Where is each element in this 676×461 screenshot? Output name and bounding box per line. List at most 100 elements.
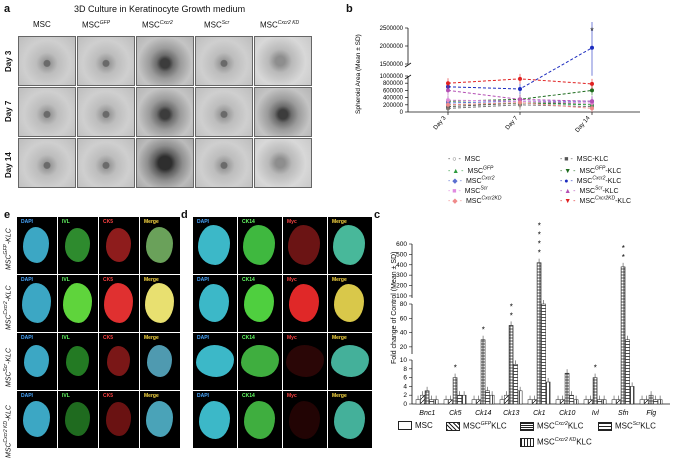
c-y-tick-label: 60	[400, 315, 408, 322]
bar	[513, 364, 518, 405]
bar	[541, 303, 546, 405]
bar	[592, 377, 598, 405]
legend-entry: - ○ - MSC	[448, 156, 480, 163]
c-legend-msc: MSC	[398, 421, 433, 431]
phase-image-kd-day3	[254, 36, 312, 86]
bar	[457, 394, 462, 405]
c-y-tick-label: 20	[400, 344, 408, 351]
c-x-label: Ck1	[533, 410, 546, 417]
significance-star: *	[538, 222, 541, 231]
c-y-tick-label: 2	[403, 392, 407, 399]
bar	[611, 399, 617, 405]
axis-break-mark	[404, 62, 412, 68]
c-y-tick-label: 100	[396, 293, 407, 300]
x-tick-label: Day 14	[575, 115, 592, 134]
phase-image-gfp-day3	[77, 36, 135, 86]
legend-entry: - ■ - MSCScr	[448, 186, 488, 195]
c-x-label: Flg	[646, 410, 656, 417]
y-tick-label: 200000	[383, 103, 404, 109]
bar	[517, 390, 523, 405]
series-group: *	[446, 22, 594, 114]
e-r3-ivl: IVL	[58, 333, 98, 390]
legend-label: MSC	[464, 156, 481, 163]
c-bars	[415, 258, 663, 405]
c-y-tick-label: 8	[403, 366, 407, 373]
e-r3-ck5: CK5	[99, 333, 139, 390]
data-point	[518, 86, 522, 91]
bar	[588, 399, 593, 405]
y-axis: 2500000 2000000 1500000 1000000800000600000…	[380, 26, 640, 116]
data-point	[446, 88, 450, 93]
data-point	[518, 76, 522, 81]
col-header-msc: MSC	[33, 20, 51, 29]
significance-star: *	[454, 364, 457, 373]
legend-entry: - ▲ - MSCGFP	[448, 166, 493, 175]
c-y-tick-label: 200	[396, 283, 407, 290]
col-header-msc-scr: MSCScr	[204, 20, 230, 30]
panel-c-letter: c	[374, 209, 381, 221]
x-tick-label: Day 7	[505, 115, 520, 131]
c-legend-cxcr2: MSCCxcr2KLC	[520, 421, 583, 432]
c-legend-scr: MSCScrKLC	[598, 421, 656, 432]
phase-image-gfp-day7	[77, 87, 135, 137]
legend-marker: - ■ -	[448, 188, 461, 196]
phase-image-gfp-day14	[77, 138, 135, 188]
e-r3-merge: Merge	[140, 333, 180, 390]
bar	[504, 394, 509, 405]
legend-entry: - ▼ - MSCGFP-KLC	[560, 166, 621, 175]
legend-marker: - ○ -	[448, 156, 461, 163]
bar	[616, 399, 621, 405]
significance-star: *	[482, 326, 485, 335]
c-x-label: Sfn	[618, 410, 629, 417]
data-point	[590, 106, 594, 111]
d-r2-ck14: CK14	[238, 275, 282, 332]
c-y-tick-label: 80	[400, 301, 408, 308]
significance-star: *	[590, 26, 594, 36]
legend-marker: - ▼ -	[560, 168, 576, 176]
phase-image-cxcr2-day3	[136, 36, 194, 86]
phase-image-cxcr2-day14	[136, 138, 194, 188]
e-r4-merge: Merge	[140, 391, 180, 448]
e-r4-ck5: CK5	[99, 391, 139, 448]
legend-entry: - ◆ - MSCCxcr2	[448, 176, 495, 185]
bar	[573, 399, 579, 405]
y-tick-label: 400000	[383, 96, 404, 102]
bar	[485, 390, 490, 405]
c-y-tick-label: 500	[396, 251, 407, 258]
d-r3-merge: Merge	[328, 333, 372, 390]
significance-star: *	[538, 240, 541, 249]
bar	[555, 399, 561, 405]
c-x-labels: Bnc1 Ck5 Ck14 Ck13 Ck1 Ck10 Ivl Sfn Flg	[419, 410, 656, 417]
phase-image-scr-day14	[195, 138, 253, 188]
legend-marker: - ■ -	[560, 156, 573, 163]
legend-marker: - ◆ -	[448, 178, 462, 186]
y-tick-label: 2000000	[380, 44, 404, 50]
c-y-tick-label: 0	[403, 401, 407, 408]
bar	[480, 339, 486, 405]
d-r4-dapi: DAPI	[193, 391, 237, 448]
bar	[471, 399, 477, 405]
phase-image-msc-day3	[18, 36, 76, 86]
d-r1-ck14: CK14	[238, 217, 282, 274]
legend-marker: - ◆ -	[448, 198, 462, 206]
bar	[644, 399, 649, 405]
e-r1-merge: Merge	[140, 217, 180, 274]
y-tick-label: 1000000	[380, 74, 404, 80]
phase-image-kd-day7	[254, 87, 312, 137]
bar	[420, 394, 425, 405]
data-point	[590, 99, 594, 104]
bar	[648, 394, 654, 405]
panel-c-legend: MSC MSCGFPKLC MSCCxcr2KLC MSCScrKLC MSCC…	[398, 421, 674, 459]
legend-label: MSCGFP	[467, 166, 494, 176]
data-point	[518, 100, 522, 105]
d-r2-myc: Myc	[283, 275, 327, 332]
phase-image-scr-day7	[195, 87, 253, 137]
d-r1-myc: Myc	[283, 217, 327, 274]
legend-label: MSCCxcr2KD	[465, 196, 502, 206]
bar	[620, 266, 626, 405]
legend-marker: - ● -	[560, 178, 573, 186]
legend-label: MSCGFP-KLC	[579, 166, 622, 176]
bar	[657, 399, 663, 405]
d-r2-dapi: DAPI	[193, 275, 237, 332]
panel-a-title: 3D Culture in Keratinocyte Growth medium	[74, 4, 246, 14]
